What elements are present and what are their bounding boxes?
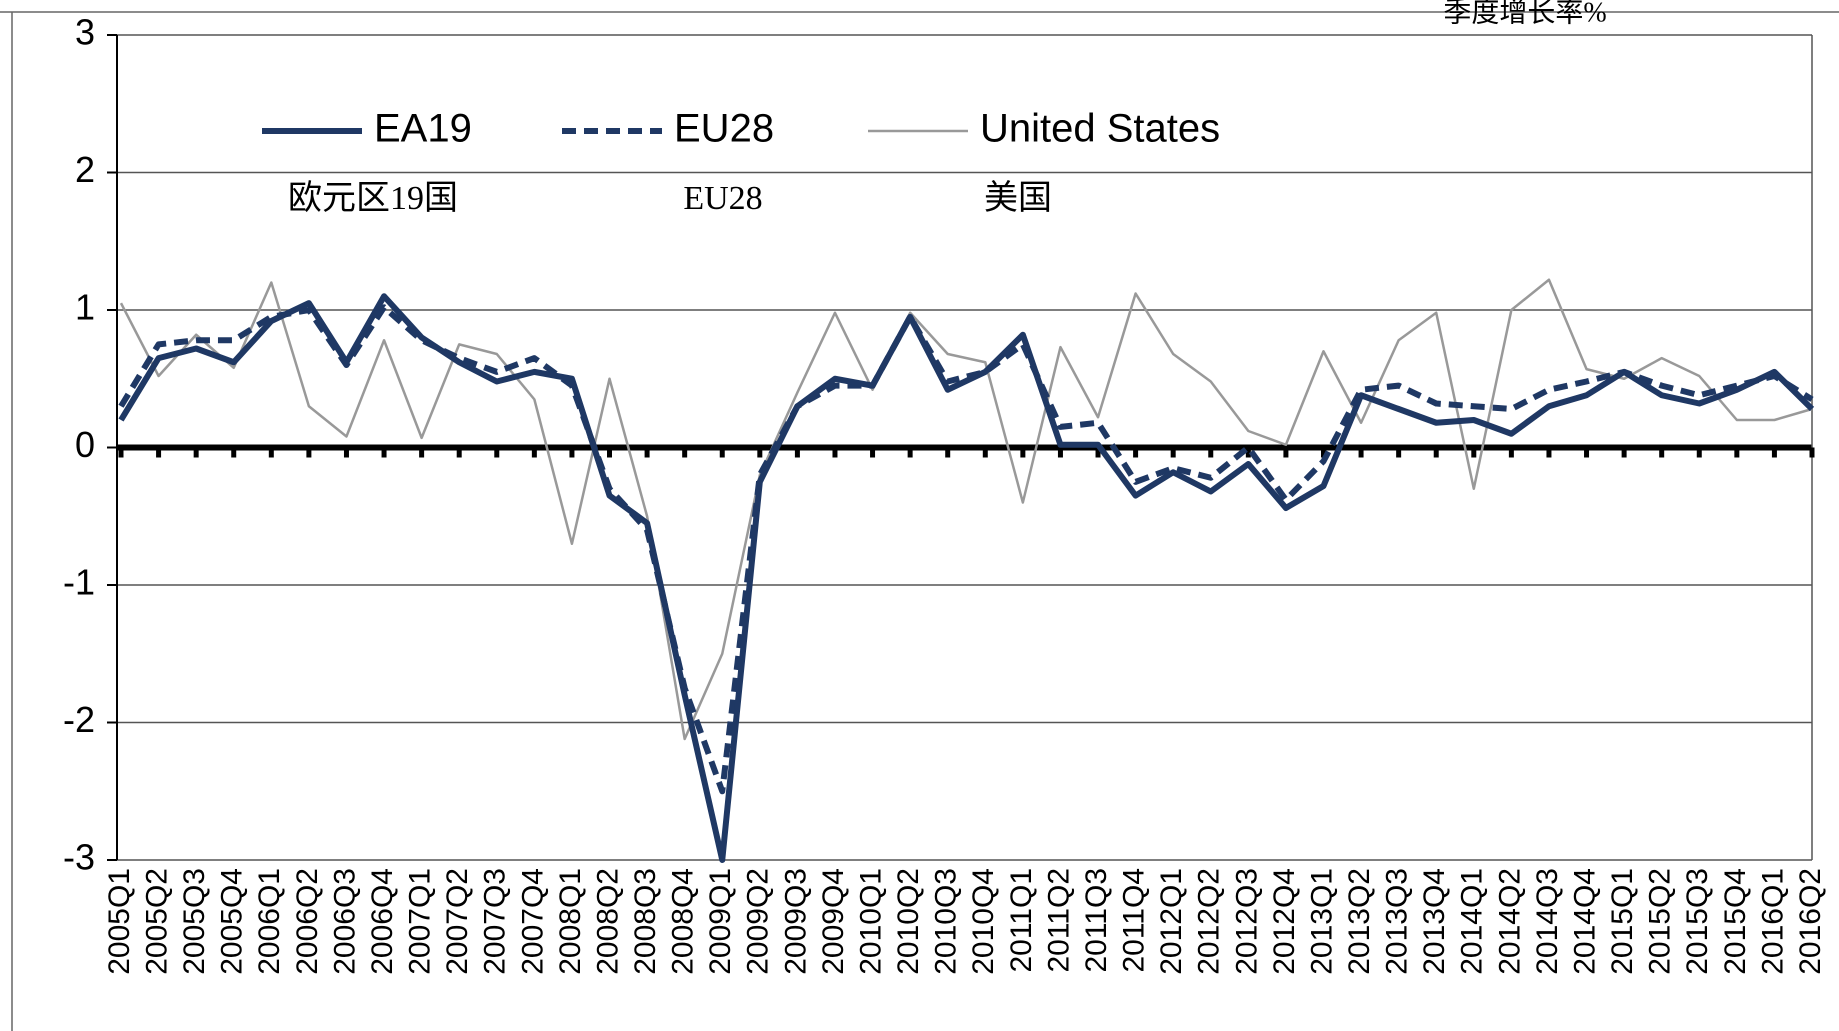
legend-label: EU28: [674, 107, 774, 151]
y-tick-label: -2: [63, 699, 95, 740]
x-tick-label: 2013Q4: [1418, 868, 1451, 975]
x-tick-label: 2006Q2: [291, 868, 324, 975]
x-tick-label: 2015Q2: [1644, 868, 1677, 975]
x-tick-label: 2008Q4: [667, 868, 700, 975]
series-line: [118, 293, 1815, 863]
x-tick-label: 2005Q4: [216, 868, 249, 975]
annotation: EU28: [683, 180, 762, 217]
x-tick-label: 2012Q4: [1268, 868, 1301, 975]
x-tick-label: 2013Q2: [1343, 868, 1376, 975]
x-tick-label: 2005Q1: [103, 868, 136, 975]
x-tick-label: 2007Q3: [479, 868, 512, 975]
x-tick-label: 2015Q3: [1681, 868, 1714, 975]
annotation: 美国: [984, 179, 1052, 217]
x-tick-label: 2012Q2: [1193, 868, 1226, 975]
x-tick-label: 2010Q1: [854, 868, 887, 975]
series-line: [119, 278, 1813, 741]
x-tick-label: 2014Q3: [1531, 868, 1564, 975]
x-tick-label: 2016Q1: [1756, 868, 1789, 975]
x-tick-label: 2016Q2: [1794, 868, 1827, 975]
y-tick-label: 2: [75, 149, 95, 190]
y-tick-label: 1: [75, 287, 95, 328]
x-tick-label: 2011Q1: [1005, 868, 1038, 973]
x-tick-label: 2012Q3: [1230, 868, 1263, 975]
x-tick-label: 2009Q4: [817, 868, 850, 975]
x-tick-label: 2010Q4: [967, 868, 1000, 975]
x-tick-label: 2015Q1: [1606, 868, 1639, 975]
x-tick-label: 2009Q3: [779, 868, 812, 975]
x-tick-label: 2009Q1: [704, 868, 737, 975]
x-tick-label: 2009Q2: [742, 868, 775, 975]
x-tick-label: 2012Q1: [1155, 868, 1188, 975]
x-tick-label: 2007Q4: [516, 868, 549, 975]
chart-title: 季度增长率%: [1443, 0, 1606, 28]
x-tick-label: 2013Q3: [1381, 868, 1414, 975]
y-tick-label: 3: [75, 12, 95, 53]
x-tick-label: 2014Q4: [1568, 868, 1601, 975]
x-tick-label: 2008Q2: [591, 868, 624, 975]
x-tick-label: 2011Q2: [1042, 868, 1075, 973]
x-tick-label: 2005Q3: [178, 868, 211, 975]
x-tick-label: 2006Q1: [253, 868, 286, 975]
x-tick-label: 2010Q2: [892, 868, 925, 975]
x-tick-label: 2011Q4: [1118, 868, 1151, 973]
x-tick-label: 2014Q2: [1493, 868, 1526, 975]
x-tick-label: 2013Q1: [1305, 868, 1338, 975]
x-tick-label: 2014Q1: [1456, 868, 1489, 975]
x-tick-label: 2008Q1: [554, 868, 587, 975]
x-tick-label: 2006Q4: [366, 868, 399, 975]
x-tick-label: 2008Q3: [629, 868, 662, 975]
x-tick-label: 2010Q3: [930, 868, 963, 975]
y-tick-label: -3: [63, 837, 95, 878]
legend-label: EA19: [374, 107, 472, 151]
y-tick-label: -1: [63, 562, 95, 603]
annotation: 欧元区19国: [288, 179, 458, 217]
x-tick-label: 2011Q3: [1080, 868, 1113, 973]
x-tick-label: 2015Q4: [1719, 868, 1752, 975]
x-tick-label: 2005Q2: [140, 868, 173, 975]
x-tick-label: 2007Q1: [404, 868, 437, 975]
x-tick-label: 2006Q3: [328, 868, 361, 975]
x-tick-label: 2007Q2: [441, 868, 474, 975]
legend-label: United States: [980, 107, 1220, 151]
y-tick-label: 0: [75, 424, 95, 465]
